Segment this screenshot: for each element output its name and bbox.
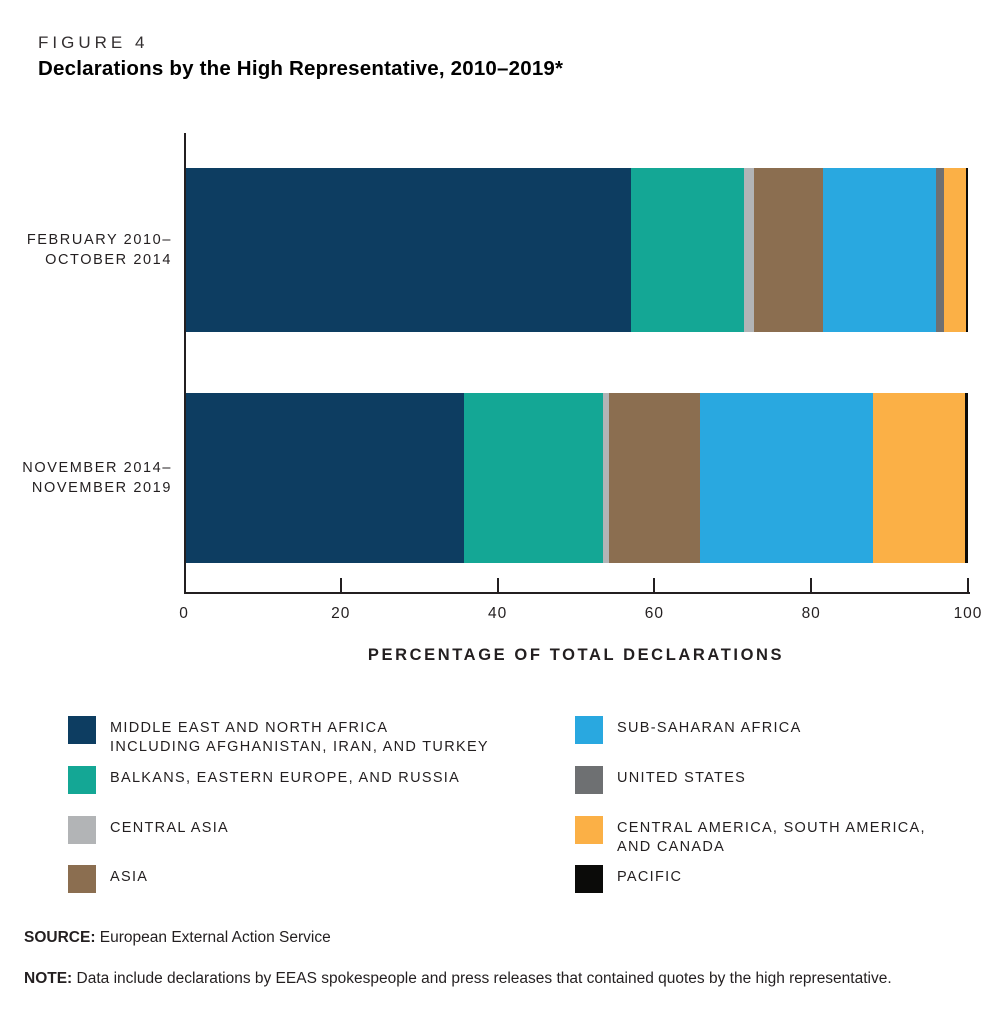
bar-segment xyxy=(964,393,968,563)
legend-swatch xyxy=(68,716,96,744)
x-axis-tick-label: 100 xyxy=(953,605,983,622)
legend-swatch xyxy=(575,716,603,744)
y-axis-line xyxy=(184,133,186,594)
legend-label: CENTRAL AMERICA, SOUTH AMERICA, AND CANAD… xyxy=(617,820,926,855)
legend-label: CENTRAL ASIA xyxy=(110,820,230,836)
chart-legend: MIDDLE EAST AND NORTH AFRICA INCLUDING AF… xyxy=(68,716,980,916)
bar-segment xyxy=(609,393,700,563)
source-line: SOURCE: European External Action Service xyxy=(24,929,331,947)
note-label: NOTE: xyxy=(24,970,73,987)
x-axis-tick-label: 80 xyxy=(801,605,821,622)
x-axis-line xyxy=(184,592,970,594)
bar-segment xyxy=(602,393,610,563)
legend-item: ASIA xyxy=(68,865,148,893)
legend-label: ASIA xyxy=(110,869,149,885)
bar-segment xyxy=(872,393,965,563)
bar-segment xyxy=(186,168,631,332)
legend-item: UNITED STATES xyxy=(575,766,746,794)
category-label-line: NOVEMBER 2019 xyxy=(31,480,172,496)
x-axis-tick xyxy=(967,578,969,592)
legend-label: PACIFIC xyxy=(617,869,683,885)
category-label-line: FEBRUARY 2010– xyxy=(26,232,172,248)
category-label-2010-2014: FEBRUARY 2010– OCTOBER 2014 xyxy=(0,230,172,270)
legend-label: UNITED STATES xyxy=(617,770,747,786)
bar-segment xyxy=(464,393,603,563)
bar-segment xyxy=(630,168,744,332)
legend-item: MIDDLE EAST AND NORTH AFRICA INCLUDING AF… xyxy=(68,716,489,757)
legend-label: MIDDLE EAST AND NORTH AFRICA INCLUDING AF… xyxy=(110,720,489,755)
x-axis-tick-label: 20 xyxy=(331,605,351,622)
legend-swatch xyxy=(68,766,96,794)
x-axis-ticks xyxy=(184,578,969,592)
legend-swatch xyxy=(575,766,603,794)
x-axis-tick xyxy=(810,578,813,592)
x-axis-tick-label: 0 xyxy=(179,605,189,622)
legend-swatch xyxy=(575,865,603,893)
source-text: European External Action Service xyxy=(95,929,331,946)
note-text: Data include declarations by EEAS spokes… xyxy=(72,970,892,987)
bar-segment xyxy=(753,168,823,332)
category-label-2014-2019: NOVEMBER 2014– NOVEMBER 2019 xyxy=(0,458,172,498)
x-axis-title: PERCENTAGE OF TOTAL DECLARATIONS xyxy=(367,646,785,664)
legend-label: BALKANS, EASTERN EUROPE, AND RUSSIA xyxy=(110,770,461,786)
x-axis-tick xyxy=(496,578,499,592)
category-label-line: OCTOBER 2014 xyxy=(45,252,172,268)
x-axis-tick-label: 40 xyxy=(487,605,508,622)
source-label: SOURCE: xyxy=(24,929,96,946)
legend-item: BALKANS, EASTERN EUROPE, AND RUSSIA xyxy=(68,766,460,794)
bar-segment xyxy=(186,393,465,563)
bar-segment xyxy=(699,393,873,563)
legend-item: SUB-SAHARAN AFRICA xyxy=(575,716,802,744)
legend-item: CENTRAL AMERICA, SOUTH AMERICA, AND CANAD… xyxy=(575,816,926,857)
bar-2010-2014 xyxy=(186,168,968,332)
x-axis-tick xyxy=(653,578,656,592)
legend-swatch xyxy=(68,865,96,893)
legend-swatch xyxy=(68,816,96,844)
bar-segment xyxy=(965,168,968,332)
stacked-bar-chart: FEBRUARY 2010– OCTOBER 2014 NOVEMBER 201… xyxy=(0,125,1000,685)
legend-label: SUB-SAHARAN AFRICA xyxy=(617,720,802,736)
legend-swatch xyxy=(575,816,603,844)
note-line: NOTE: Data include declarations by EEAS … xyxy=(24,970,892,988)
category-label-line: NOVEMBER 2014– xyxy=(22,460,172,476)
bar-segment xyxy=(822,168,936,332)
legend-item: CENTRAL ASIA xyxy=(68,816,229,844)
bar-segment xyxy=(943,168,966,332)
x-axis-tick xyxy=(339,578,342,592)
x-axis-tick-labels: 0 20 40 60 80 100 xyxy=(179,605,981,625)
figure-number: FIGURE 4 xyxy=(38,33,149,52)
bar-segment xyxy=(935,168,944,332)
x-axis-tick-label: 60 xyxy=(644,605,665,622)
bar-segment xyxy=(743,168,754,332)
figure-title: Declarations by the High Representative,… xyxy=(38,57,564,80)
bar-2014-2019 xyxy=(186,393,968,563)
legend-item: PACIFIC xyxy=(575,865,682,893)
